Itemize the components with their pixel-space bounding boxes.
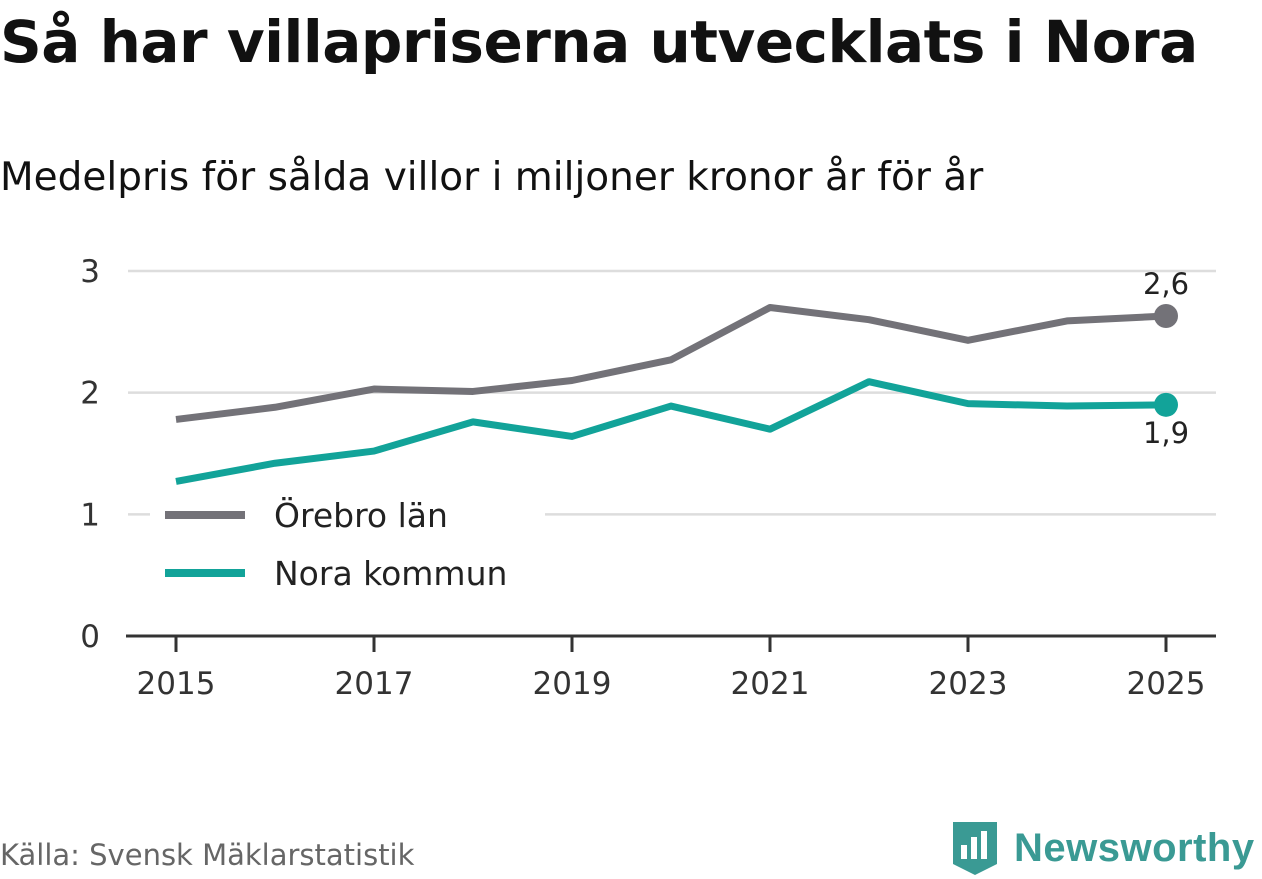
x-tick-2019: 2019 [533,666,612,702]
x-tick-2021: 2021 [731,666,810,702]
y-tick-2: 2 [80,376,100,412]
y-tick-3: 3 [80,254,100,290]
legend-background [150,488,545,608]
end-label-nora: 1,9 [1143,416,1189,450]
y-tick-1: 1 [80,497,100,533]
x-tick-2015: 2015 [137,666,216,702]
chart-subtitle: Medelpris för sålda villor i miljoner kr… [0,155,984,200]
end-label-orebro: 2,6 [1143,267,1189,301]
chart-title: Så har villapriserna utvecklats i Nora [0,8,1198,76]
newsworthy-logo-icon [953,822,997,875]
end-point-orebro [1154,304,1178,329]
series-line-orebro [175,304,1167,423]
brand-name: Newsworthy [1014,825,1255,870]
legend-label-nora: Nora kommun [274,554,507,593]
newsworthy-logo: Newsworthy [950,818,1255,878]
series-line-nora [175,378,1167,485]
y-tick-0: 0 [80,619,100,655]
end-point-nora [1154,392,1178,417]
x-tick-2023: 2023 [929,666,1008,702]
x-tick-2025: 2025 [1127,666,1206,702]
source-note: Källa: Svensk Mäklarstatistik [0,838,415,872]
x-tick-2017: 2017 [335,666,414,702]
legend-label-orebro: Örebro län [274,495,448,535]
